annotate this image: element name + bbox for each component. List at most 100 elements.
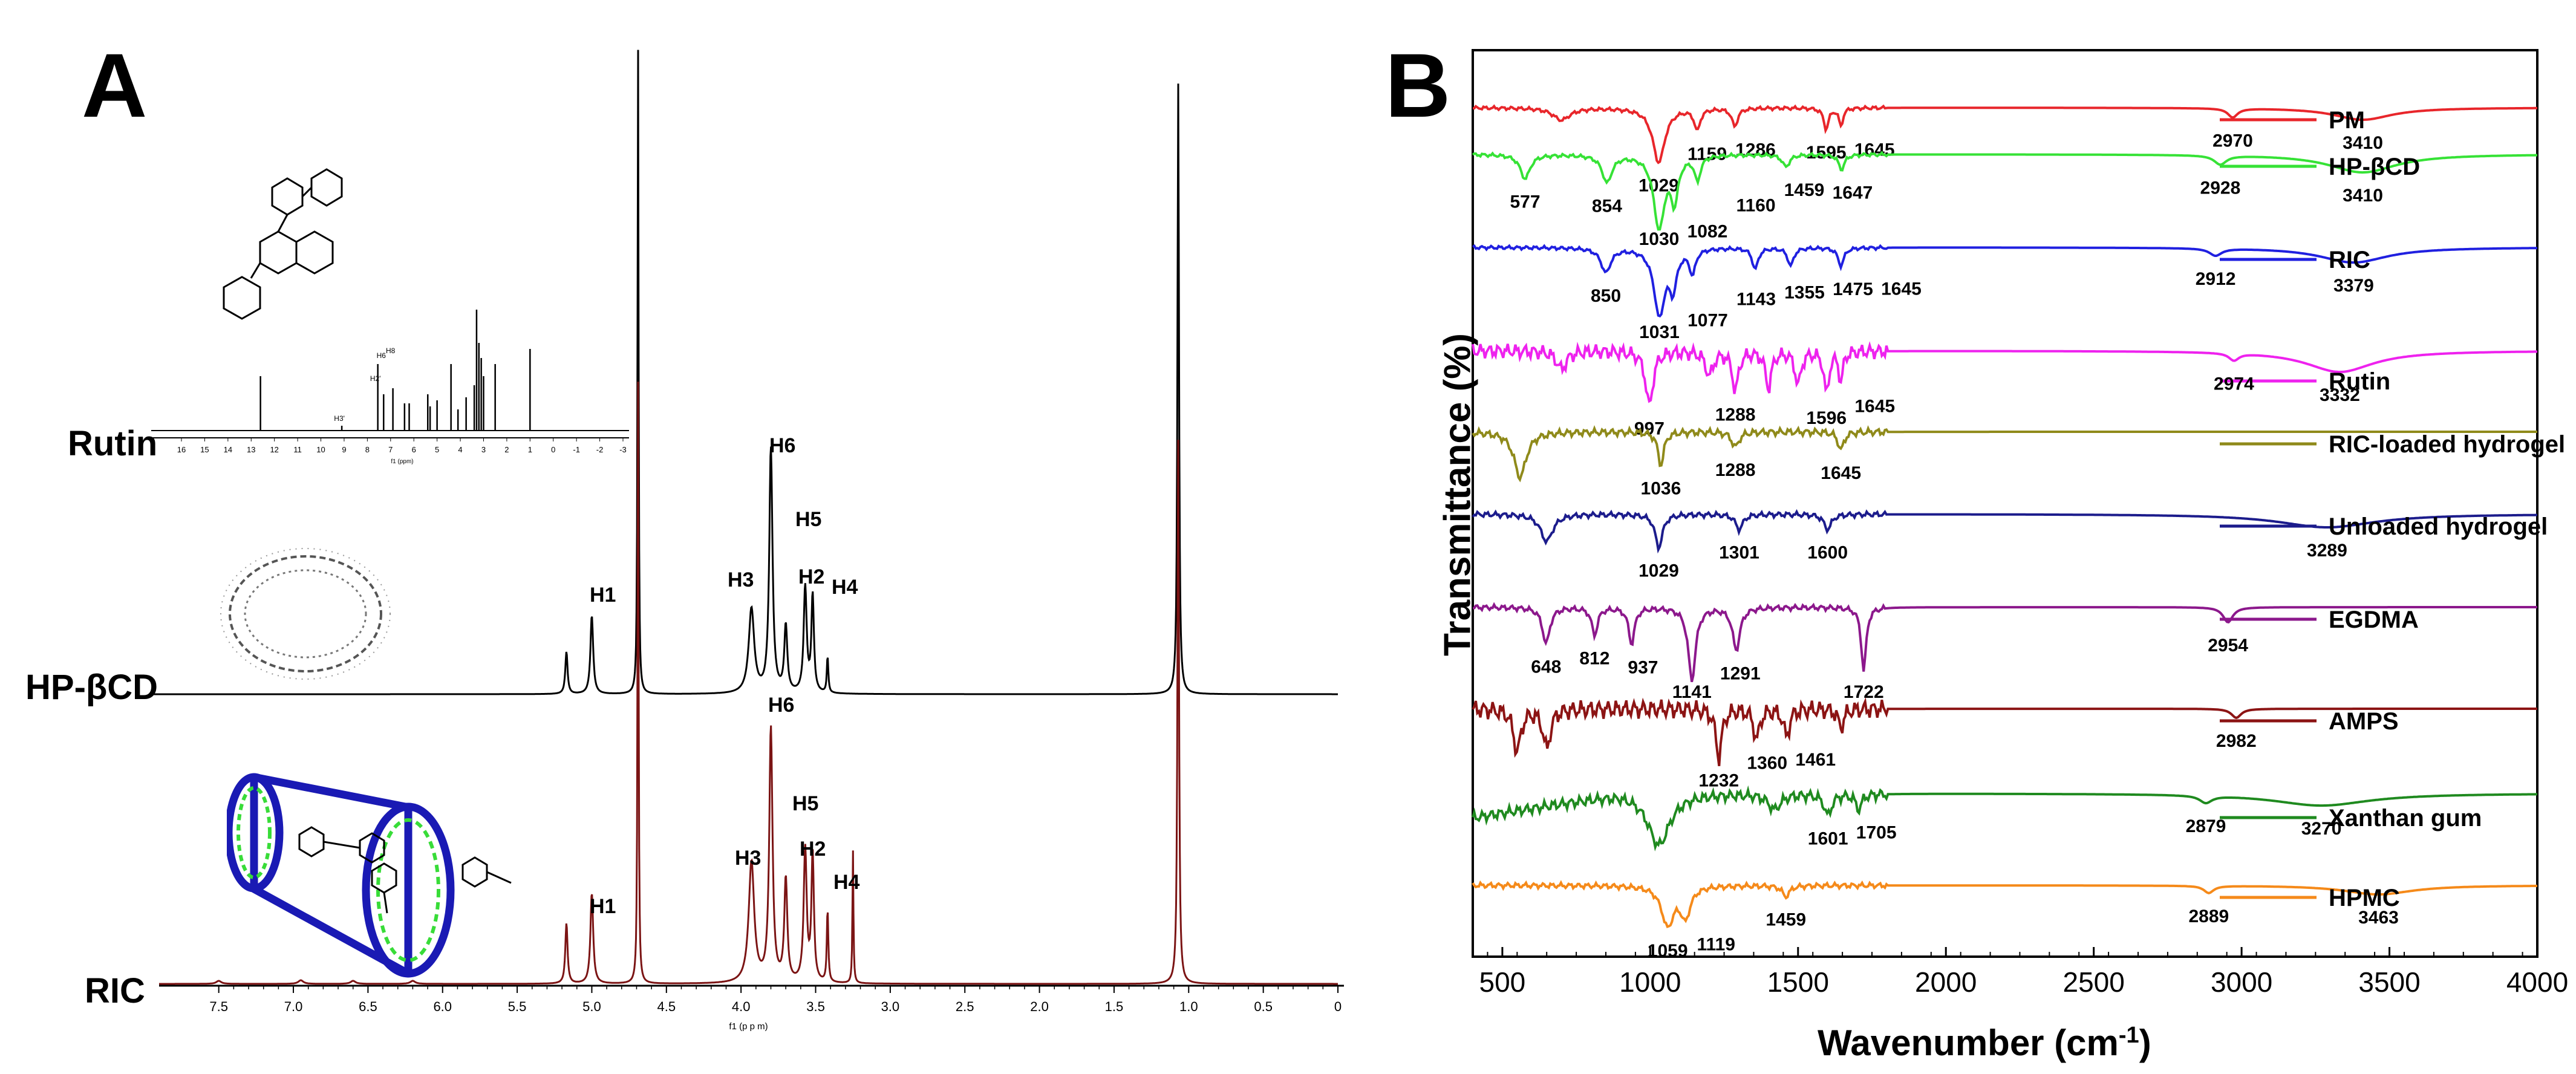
- ftir-band-label: 1459: [1766, 910, 1806, 930]
- inset-x-tick-label: 4: [458, 445, 462, 454]
- ftir-band-label: 937: [1628, 657, 1658, 677]
- ftir-band-label: 1596: [1806, 408, 1847, 428]
- ftir-band-label: 1160: [1736, 195, 1775, 215]
- hpbcd-ring-image: [220, 548, 391, 680]
- ftir-trace-ric-loaded-hydrogel: [1472, 425, 2537, 483]
- rutin-inset-spectrum: 16 15 14 13 12 11 10 9 8 7 6 5 4 3 2 1 0 -1 -2 -3f1 (ppm)H3…: [151, 310, 629, 465]
- ftir-legend-label: HP-βCD: [2329, 154, 2420, 180]
- ftir-band-label: 1459: [1784, 180, 1825, 200]
- ftir-band-label: 1600: [1807, 542, 1848, 562]
- inclusion-complex-image: [227, 773, 512, 978]
- ftir-band-label: 1141: [1672, 682, 1712, 702]
- ftir-trace-amps: [1472, 697, 2537, 766]
- ftir-band-label: 2954: [2208, 636, 2248, 656]
- ftir-band-label: 1288: [1715, 460, 1756, 480]
- nmr-x-tick-label: 0.5: [1254, 999, 1273, 1014]
- ftir-band-label: 2889: [2188, 906, 2229, 926]
- nmr-x-tick-label: 4.5: [657, 999, 676, 1014]
- ftir-band-label: 1647: [1833, 183, 1873, 203]
- nmr-x-tick-label: 7.5: [209, 999, 228, 1014]
- ftir-legend-label: HPMC: [2329, 885, 2400, 911]
- rutin-structure-image: [223, 168, 343, 320]
- ftir-band-label: 1143: [1736, 289, 1776, 309]
- inset-x-tick-label: 13: [247, 445, 255, 454]
- ftir-band-label: 3463: [2358, 908, 2399, 928]
- inset-x-tick-label: 2: [504, 445, 509, 454]
- nmr-x-tick-label: 2.5: [956, 999, 974, 1014]
- inset-x-tick-label: -2: [596, 445, 604, 454]
- nmr-x-tick-label: 7.0: [284, 999, 303, 1014]
- nmr-x-tick-label: 0: [1334, 999, 1342, 1014]
- ftir-band-label: 1077: [1687, 310, 1728, 330]
- ftir-band-label: 1360: [1747, 753, 1787, 773]
- ric-peak-h3-label: H3: [735, 847, 761, 870]
- ftir-legend-label: EGDMA: [2329, 607, 2419, 633]
- ftir-band-label: 2970: [2212, 131, 2253, 151]
- ftir-band-label: 3379: [2333, 276, 2374, 296]
- hpbcd-peak-h3-label: H3: [728, 568, 754, 591]
- inset-x-tick-label: 5: [435, 445, 439, 454]
- ric-peak-h4-label: H4: [833, 871, 860, 894]
- nmr-x-tick-label: 6.5: [359, 999, 377, 1014]
- ftir-legend-label: RIC-loaded hydrogel: [2329, 431, 2565, 458]
- ftir-band-label: 2928: [2200, 178, 2241, 198]
- ftir-band-label: 3270: [2301, 819, 2342, 839]
- ftir-band-label: 1031: [1639, 322, 1680, 342]
- ftir-legend-label: PM: [2329, 107, 2365, 134]
- ftir-band-label: 1082: [1687, 222, 1728, 242]
- inset-x-axis-title: f1 (ppm): [391, 458, 413, 465]
- hpbcd-series-label: HP-βCD: [25, 668, 158, 707]
- inset-x-tick-label: 16: [177, 445, 186, 454]
- inset-x-tick-label: 12: [270, 445, 278, 454]
- ftir-trace-hp-cd: [1472, 151, 2537, 231]
- inset-x-tick-label: 11: [293, 445, 302, 454]
- ric-peak-h2-label: H2: [800, 838, 826, 861]
- ric-nmr-trace: [159, 382, 1338, 985]
- ftir-legend-label: Rutin: [2329, 368, 2390, 395]
- panel-b-letter: B: [1385, 34, 1451, 136]
- ftir-band-label: 1029: [1639, 176, 1679, 196]
- ftir-trace-egdma: [1472, 602, 2537, 683]
- nmr-x-tick-label: 3.0: [881, 999, 900, 1014]
- hpbcd-peak-h1-label: H1: [590, 584, 616, 607]
- inset-x-tick-label: 14: [224, 445, 232, 454]
- nmr-x-axis-title: f1 (p p m): [729, 1021, 768, 1032]
- ftir-band-label: 1030: [1639, 229, 1680, 249]
- ftir-band-label: 812: [1579, 648, 1609, 668]
- ftir-plot-frame: [1472, 49, 2539, 958]
- inset-x-tick-label: 10: [316, 445, 325, 454]
- ftir-band-label: 3410: [2343, 133, 2383, 153]
- ftir-band-label: 2974: [2214, 374, 2254, 394]
- ftir-band-label: 1645: [1854, 397, 1895, 417]
- ftir-band-label: 1722: [1844, 682, 1884, 702]
- inset-x-tick-label: 1: [528, 445, 532, 454]
- ftir-band-label: 1291: [1720, 663, 1761, 683]
- ftir-band-label: 1645: [1821, 463, 1861, 483]
- ftir-band-label: 1355: [1784, 282, 1825, 302]
- ftir-legend-label: RIC: [2329, 247, 2370, 273]
- ftir-band-label: 1475: [1833, 279, 1873, 299]
- inset-x-tick-label: 0: [551, 445, 555, 454]
- nmr-x-tick-label: 6.0: [433, 999, 452, 1014]
- ftir-band-label: 1288: [1715, 405, 1756, 425]
- inset-peak-label: H6: [377, 351, 386, 360]
- ftir-x-tick-label: 3500: [2358, 966, 2420, 998]
- ftir-trace-rutin: [1472, 341, 2537, 403]
- ftir-band-label: 850: [1591, 286, 1621, 306]
- ftir-x-tick-label: 2000: [1915, 966, 1977, 998]
- ftir-legend-label: AMPS: [2329, 708, 2399, 735]
- ftir-band-label: 1461: [1795, 750, 1836, 770]
- inset-peak-label: H3': [334, 414, 345, 423]
- nmr-x-tick-label: 5.5: [508, 999, 527, 1014]
- ftir-x-tick-label: 1000: [1619, 966, 1681, 998]
- inset-x-tick-label: 15: [200, 445, 209, 454]
- inset-x-tick-label: 6: [412, 445, 416, 454]
- ftir-band-label: 1036: [1641, 478, 1681, 498]
- inset-x-tick-label: -3: [619, 445, 627, 454]
- ftir-band-label: 1645: [1881, 279, 1922, 299]
- ric-peak-h6-label: H6: [768, 694, 795, 717]
- ftir-trace-hpmc: [1472, 880, 2537, 928]
- ftir-x-tick-label: 4000: [2506, 966, 2568, 998]
